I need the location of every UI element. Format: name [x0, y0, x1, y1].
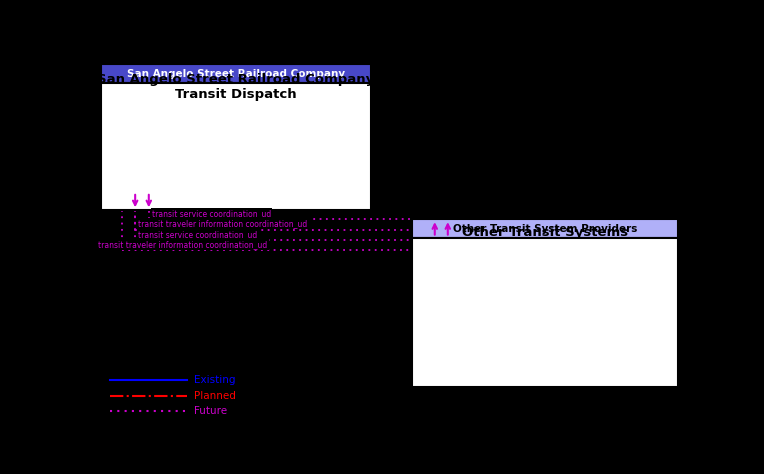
Text: transit service coordination_ud: transit service coordination_ud [138, 229, 257, 238]
Text: Existing: Existing [194, 375, 236, 385]
Text: San Angelo Street Railroad Company
Transit Dispatch: San Angelo Street Railroad Company Trans… [98, 73, 375, 101]
Bar [102, 64, 371, 83]
Bar [102, 83, 371, 210]
Text: Future: Future [194, 406, 228, 416]
Bar [413, 219, 678, 238]
Text: Other Transit System Providers: Other Transit System Providers [453, 224, 637, 234]
Text: Other Transit Systems: Other Transit Systems [462, 227, 628, 239]
Text: San Angelo Street Railroad Company: San Angelo Street Railroad Company [127, 69, 345, 79]
Text: transit traveler information coordination_ud: transit traveler information coordinatio… [99, 240, 267, 249]
Text: transit service coordination_ud: transit service coordination_ud [152, 209, 271, 218]
Text: Planned: Planned [194, 391, 236, 401]
Text: transit traveler information coordination_ud: transit traveler information coordinatio… [138, 219, 307, 228]
Bar [413, 238, 678, 387]
